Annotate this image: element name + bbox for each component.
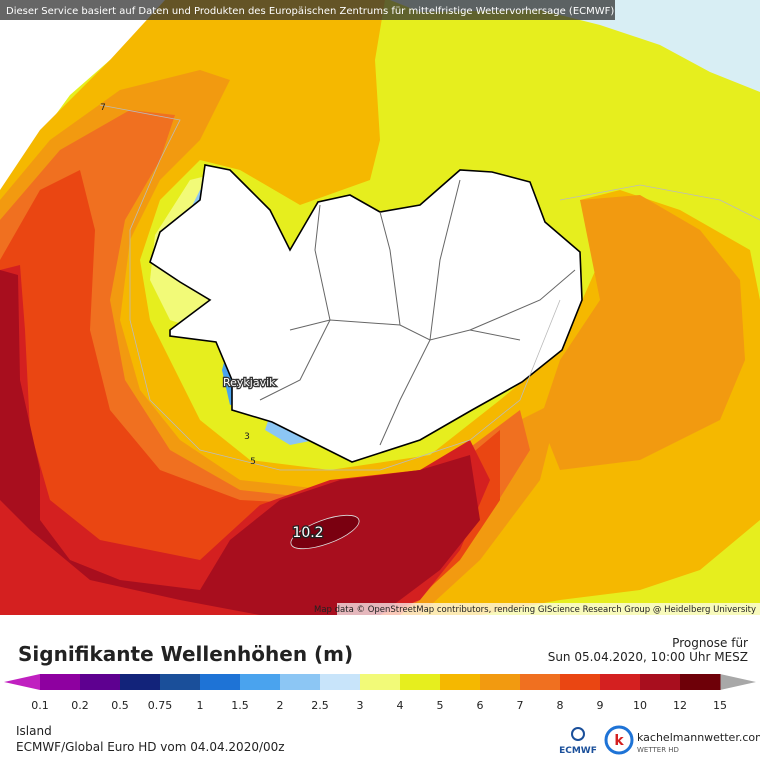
color-segment <box>320 674 361 690</box>
tick-label: 2.5 <box>311 699 329 712</box>
brand-logo: k kachelmannwetter.com WETTER HD <box>604 725 760 755</box>
color-segment <box>520 674 561 690</box>
iceland <box>149 164 583 463</box>
color-segment <box>480 674 521 690</box>
tick-label: 9 <box>597 699 604 712</box>
color-segment <box>80 674 121 690</box>
max-contour <box>290 514 360 550</box>
region-border <box>379 211 401 326</box>
color-segment <box>360 674 401 690</box>
ecmwf-text: ECMWF <box>559 746 597 756</box>
regions <box>259 179 576 446</box>
tick-label: 5 <box>437 699 444 712</box>
color-segment <box>600 674 641 690</box>
brand-mark: k <box>614 733 624 749</box>
color-segment <box>40 674 81 690</box>
color-segment <box>280 674 321 690</box>
attribution: Map data © OpenStreetMap contributors, r… <box>314 605 756 615</box>
contour <box>99 104 561 471</box>
tick-label: 7 <box>517 699 524 712</box>
tick-label: 12 <box>673 699 687 712</box>
footer: Island ECMWF/Global Euro HD vom 04.04.20… <box>16 724 760 756</box>
region: Island <box>16 724 52 738</box>
tick-label: 1 <box>197 699 204 712</box>
ecmwf-icon <box>571 727 585 741</box>
color-segment <box>120 674 161 690</box>
forecast-label: Prognose für <box>672 636 748 650</box>
region-border <box>469 269 576 331</box>
tick-label: 10 <box>633 699 647 712</box>
color-segment <box>160 674 201 690</box>
region-border <box>259 319 331 401</box>
tick-label: 0.5 <box>111 699 129 712</box>
contours <box>99 104 760 471</box>
under-arrow <box>4 674 40 690</box>
tick-label: 0.2 <box>71 699 89 712</box>
color-segment <box>680 674 721 690</box>
sea-10-12 <box>0 270 480 615</box>
color-segment <box>200 674 241 690</box>
banner: Dieser Service basiert auf Daten und Pro… <box>6 6 614 17</box>
region-border <box>289 319 521 341</box>
tick-label: 1.5 <box>231 699 249 712</box>
sea-low <box>390 0 760 92</box>
sea-6-7-east <box>540 195 745 470</box>
contour-label: 3 <box>244 432 250 442</box>
over-arrow <box>720 674 756 690</box>
model-run: ECMWF/Global Euro HD vom 04.04.2020/00z <box>16 740 285 754</box>
tick-label: 0.1 <box>31 699 49 712</box>
brand-icon <box>604 725 634 755</box>
contour <box>559 184 760 221</box>
banner-bg <box>0 0 615 20</box>
tick-label: 8 <box>557 699 564 712</box>
tick-label: 0.75 <box>148 699 173 712</box>
tick-label: 2 <box>277 699 284 712</box>
color-bar: 0.1 0.2 0.5 0.75 1 1.5 2 2.5 3 4 5 6 7 8 9 10 12 15 <box>4 674 756 712</box>
region-border <box>314 204 331 321</box>
contour-label: 7 <box>100 103 106 113</box>
color-segment <box>560 674 601 690</box>
legend: Signifikante Wellenhöhen (m) Prognose fü… <box>4 636 756 712</box>
color-segment <box>440 674 481 690</box>
region-border <box>379 339 431 446</box>
ecmwf-logo: ECMWF <box>559 727 597 756</box>
map: 7 3 5 10.2 Reykjavik Dieser Service basi… <box>0 0 760 615</box>
color-segment <box>240 674 281 690</box>
color-segment <box>640 674 681 690</box>
tick-label: 6 <box>477 699 484 712</box>
region-border <box>429 179 461 341</box>
forecast-time: Sun 05.04.2020, 10:00 Uhr MESZ <box>548 650 748 664</box>
legend-title: Signifikante Wellenhöhen (m) <box>18 642 353 666</box>
brand-name: kachelmannwetter.com <box>637 731 760 744</box>
brand-sub: WETTER HD <box>637 746 679 754</box>
tick-label: 3 <box>357 699 364 712</box>
color-segment <box>400 674 441 690</box>
tick-label: 4 <box>397 699 404 712</box>
max-label: 10.2 <box>292 525 323 541</box>
contour-label: 5 <box>250 457 256 467</box>
attribution-bg <box>337 603 760 615</box>
tick-label: 15 <box>713 699 727 712</box>
place-label: Reykjavik <box>223 376 276 389</box>
sea-9-10-sw <box>0 500 260 615</box>
